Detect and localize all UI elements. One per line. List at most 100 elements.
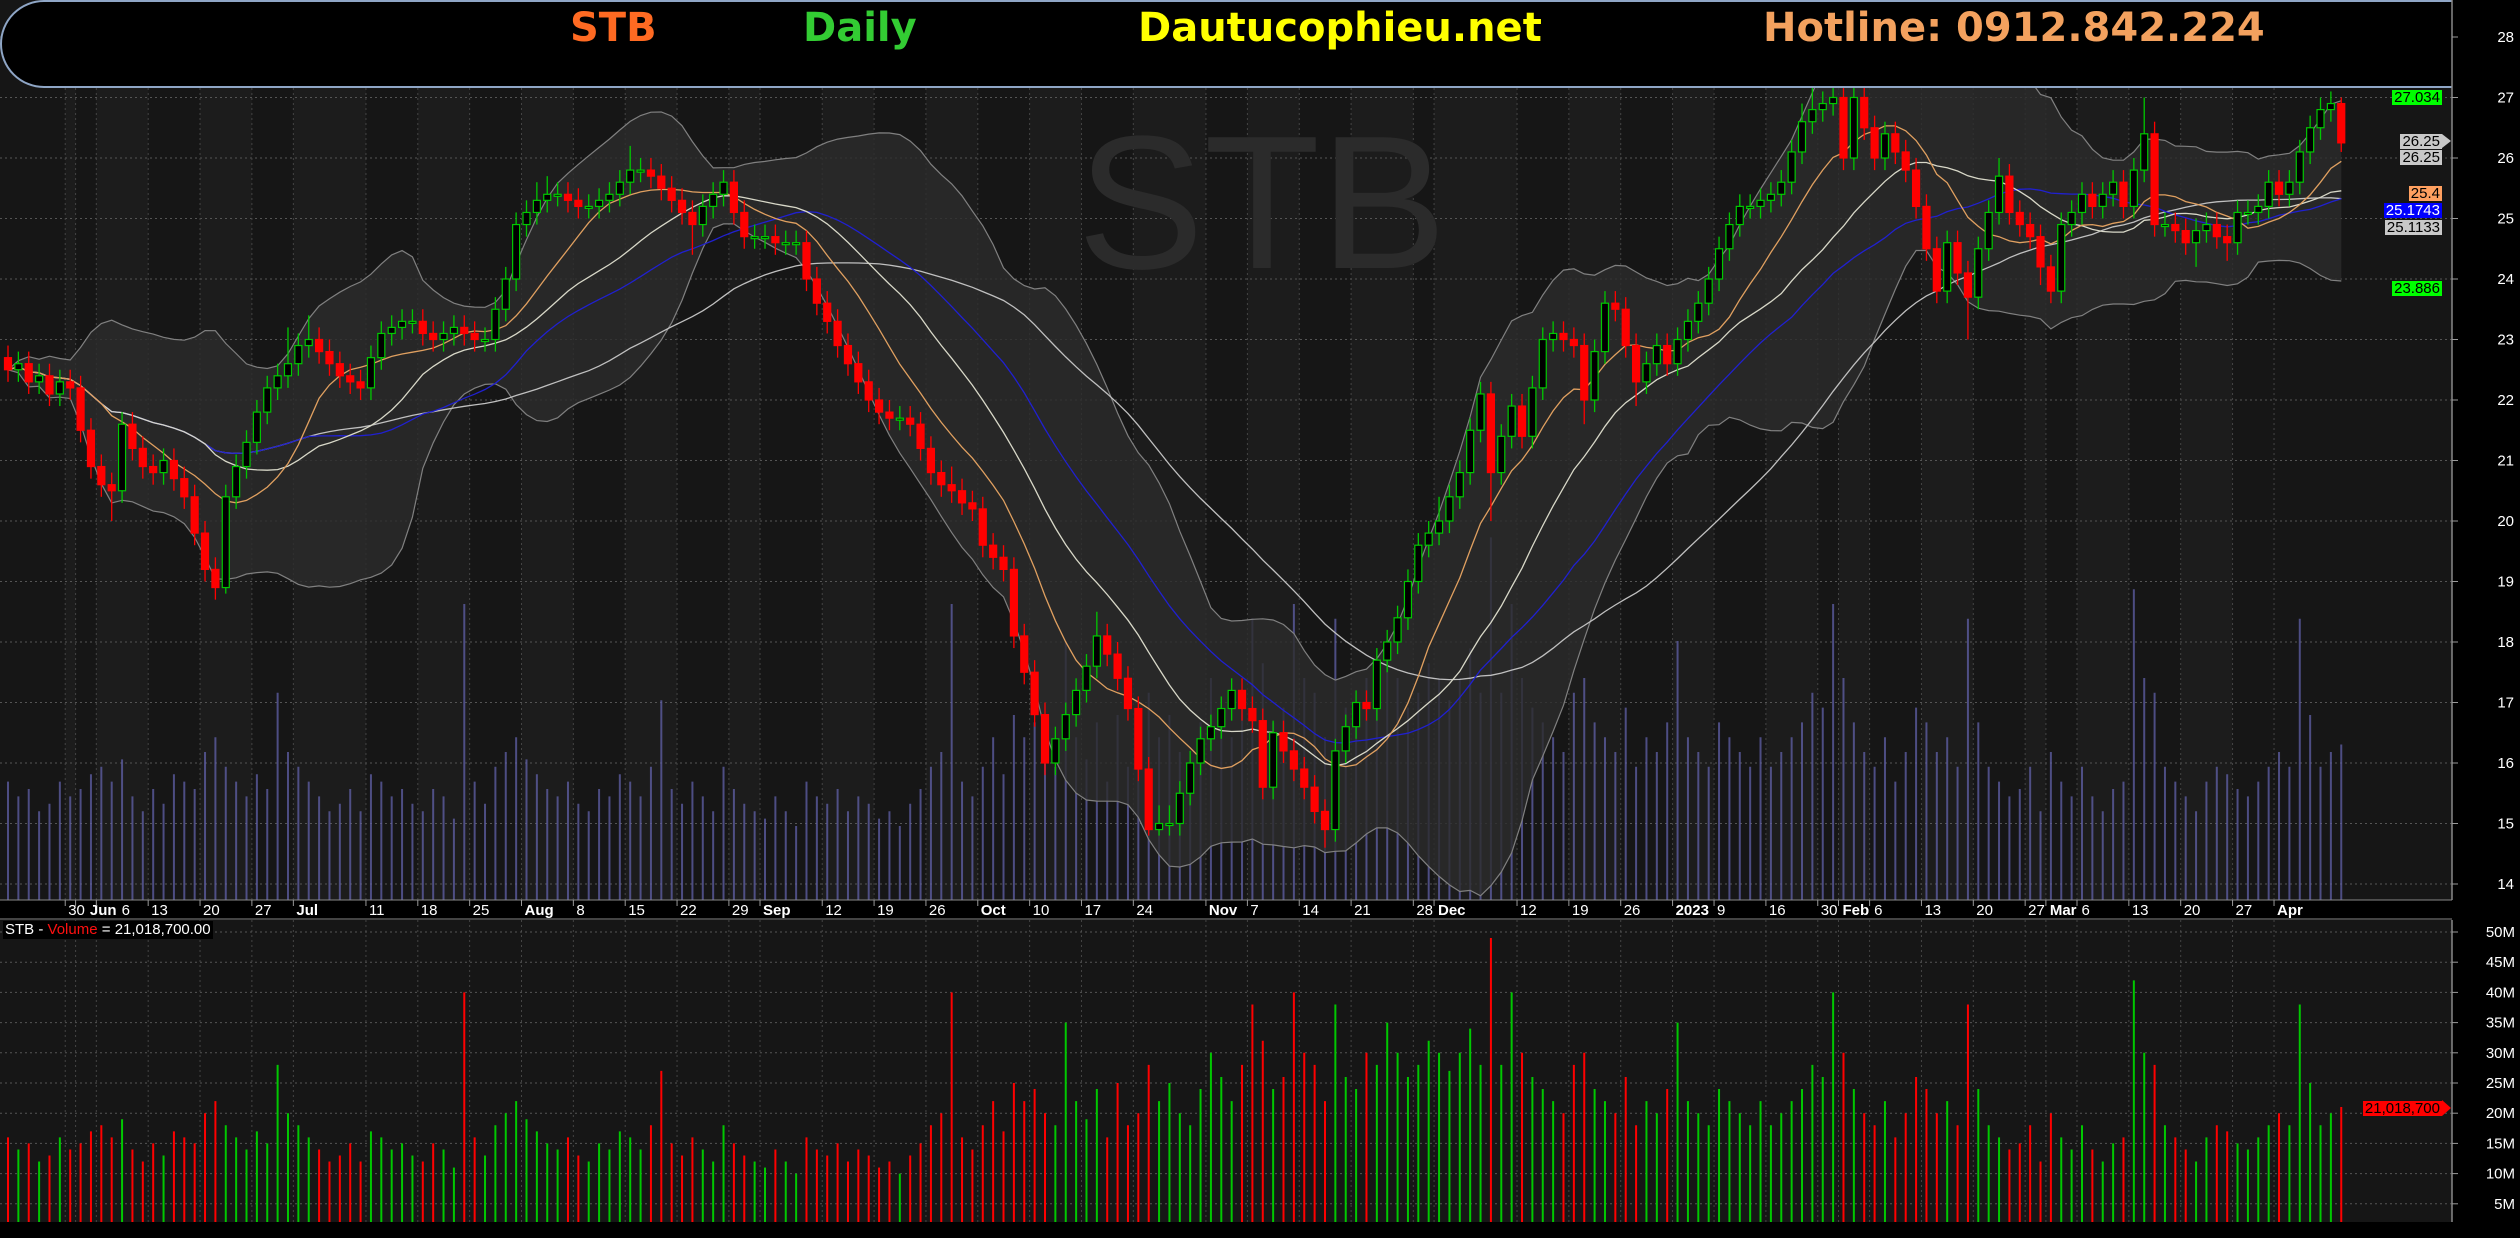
candle[interactable] <box>1683 309 1693 352</box>
candle[interactable] <box>1528 375 1537 449</box>
candle[interactable] <box>1403 569 1413 630</box>
candle[interactable] <box>2233 200 2242 255</box>
candle[interactable] <box>1818 91 1827 122</box>
candle[interactable] <box>117 412 127 503</box>
candle[interactable] <box>1735 194 1744 237</box>
candle[interactable] <box>1787 139 1796 195</box>
candle[interactable] <box>2264 170 2273 219</box>
candle[interactable] <box>1414 533 1423 594</box>
candle[interactable] <box>1082 654 1091 703</box>
candle[interactable] <box>2243 200 2253 225</box>
candle[interactable] <box>1642 351 1651 394</box>
candle[interactable] <box>1673 327 1682 376</box>
candle[interactable] <box>1777 170 1786 207</box>
candle[interactable] <box>1600 291 1610 364</box>
candle[interactable] <box>667 176 676 213</box>
candle[interactable] <box>626 145 635 195</box>
candle[interactable] <box>501 266 510 322</box>
candle[interactable] <box>1237 678 1247 721</box>
candle[interactable] <box>1746 194 1755 219</box>
candle[interactable] <box>1258 708 1267 800</box>
price-axis[interactable] <box>2452 0 2520 900</box>
candle[interactable] <box>999 545 1008 582</box>
candle[interactable] <box>812 266 821 316</box>
candle[interactable] <box>1849 85 1858 171</box>
candle[interactable] <box>532 182 541 225</box>
candle[interactable] <box>968 490 977 521</box>
candle[interactable] <box>190 484 199 546</box>
candle[interactable] <box>2306 115 2315 165</box>
candle[interactable] <box>304 315 313 358</box>
candle[interactable] <box>2129 158 2138 219</box>
candle[interactable] <box>2212 212 2221 249</box>
candle[interactable] <box>1092 611 1101 679</box>
candle[interactable] <box>169 448 179 491</box>
candle[interactable] <box>574 188 583 219</box>
candle[interactable] <box>491 297 500 352</box>
candle[interactable] <box>1725 212 1734 261</box>
candle[interactable] <box>159 448 168 485</box>
candle[interactable] <box>2015 200 2024 237</box>
candle[interactable] <box>2067 200 2076 237</box>
candle[interactable] <box>1196 726 1205 776</box>
candle[interactable] <box>1756 188 1765 219</box>
candle[interactable] <box>2254 194 2263 225</box>
candle[interactable] <box>315 327 324 364</box>
candle[interactable] <box>512 212 521 292</box>
candle[interactable] <box>45 363 54 407</box>
candle[interactable] <box>1839 85 1848 171</box>
candle[interactable] <box>1009 557 1018 649</box>
candle[interactable] <box>802 230 811 292</box>
candle[interactable] <box>937 460 946 497</box>
candle[interactable] <box>273 363 282 400</box>
candle[interactable] <box>636 158 645 183</box>
candle[interactable] <box>55 369 64 407</box>
candle[interactable] <box>553 182 562 207</box>
candle[interactable] <box>1476 381 1485 443</box>
candle[interactable] <box>1911 158 1921 219</box>
candle[interactable] <box>2274 170 2284 207</box>
candle[interactable] <box>1103 623 1112 667</box>
candle[interactable] <box>294 333 303 376</box>
candle[interactable] <box>916 412 925 461</box>
candle[interactable] <box>1704 266 1713 316</box>
candle[interactable] <box>885 400 894 431</box>
candle[interactable] <box>1549 321 1558 352</box>
candle[interactable] <box>1663 333 1672 376</box>
candle[interactable] <box>833 309 842 358</box>
candle[interactable] <box>1165 805 1174 836</box>
candle[interactable] <box>346 363 355 394</box>
candle[interactable] <box>397 309 407 340</box>
candle[interactable] <box>874 387 884 425</box>
candle[interactable] <box>460 315 469 346</box>
candle[interactable] <box>1020 623 1029 685</box>
candle[interactable] <box>1072 678 1081 727</box>
candle[interactable] <box>750 224 759 249</box>
candle[interactable] <box>97 454 106 497</box>
candle[interactable] <box>86 418 96 479</box>
candle[interactable] <box>242 430 251 479</box>
candle[interactable] <box>563 182 573 213</box>
candle[interactable] <box>2285 170 2294 207</box>
candle[interactable] <box>1269 720 1278 800</box>
candle[interactable] <box>2191 218 2201 267</box>
candle[interactable] <box>387 315 396 346</box>
candle[interactable] <box>1621 297 1630 358</box>
candle[interactable] <box>2057 212 2066 304</box>
volume-bars[interactable] <box>7 938 2343 1222</box>
candle[interactable] <box>792 230 801 255</box>
candle[interactable] <box>947 466 956 503</box>
candle[interactable] <box>978 496 987 558</box>
candle[interactable] <box>1590 339 1599 413</box>
candle[interactable] <box>128 412 137 461</box>
candle[interactable] <box>2026 212 2035 249</box>
candle[interactable] <box>283 327 293 388</box>
candle[interactable] <box>408 309 417 334</box>
candle[interactable] <box>688 200 697 255</box>
candle[interactable] <box>781 230 790 255</box>
candle[interactable] <box>989 533 998 570</box>
candle[interactable] <box>1631 333 1641 407</box>
candle[interactable] <box>1040 702 1050 776</box>
candle[interactable] <box>2223 224 2232 261</box>
